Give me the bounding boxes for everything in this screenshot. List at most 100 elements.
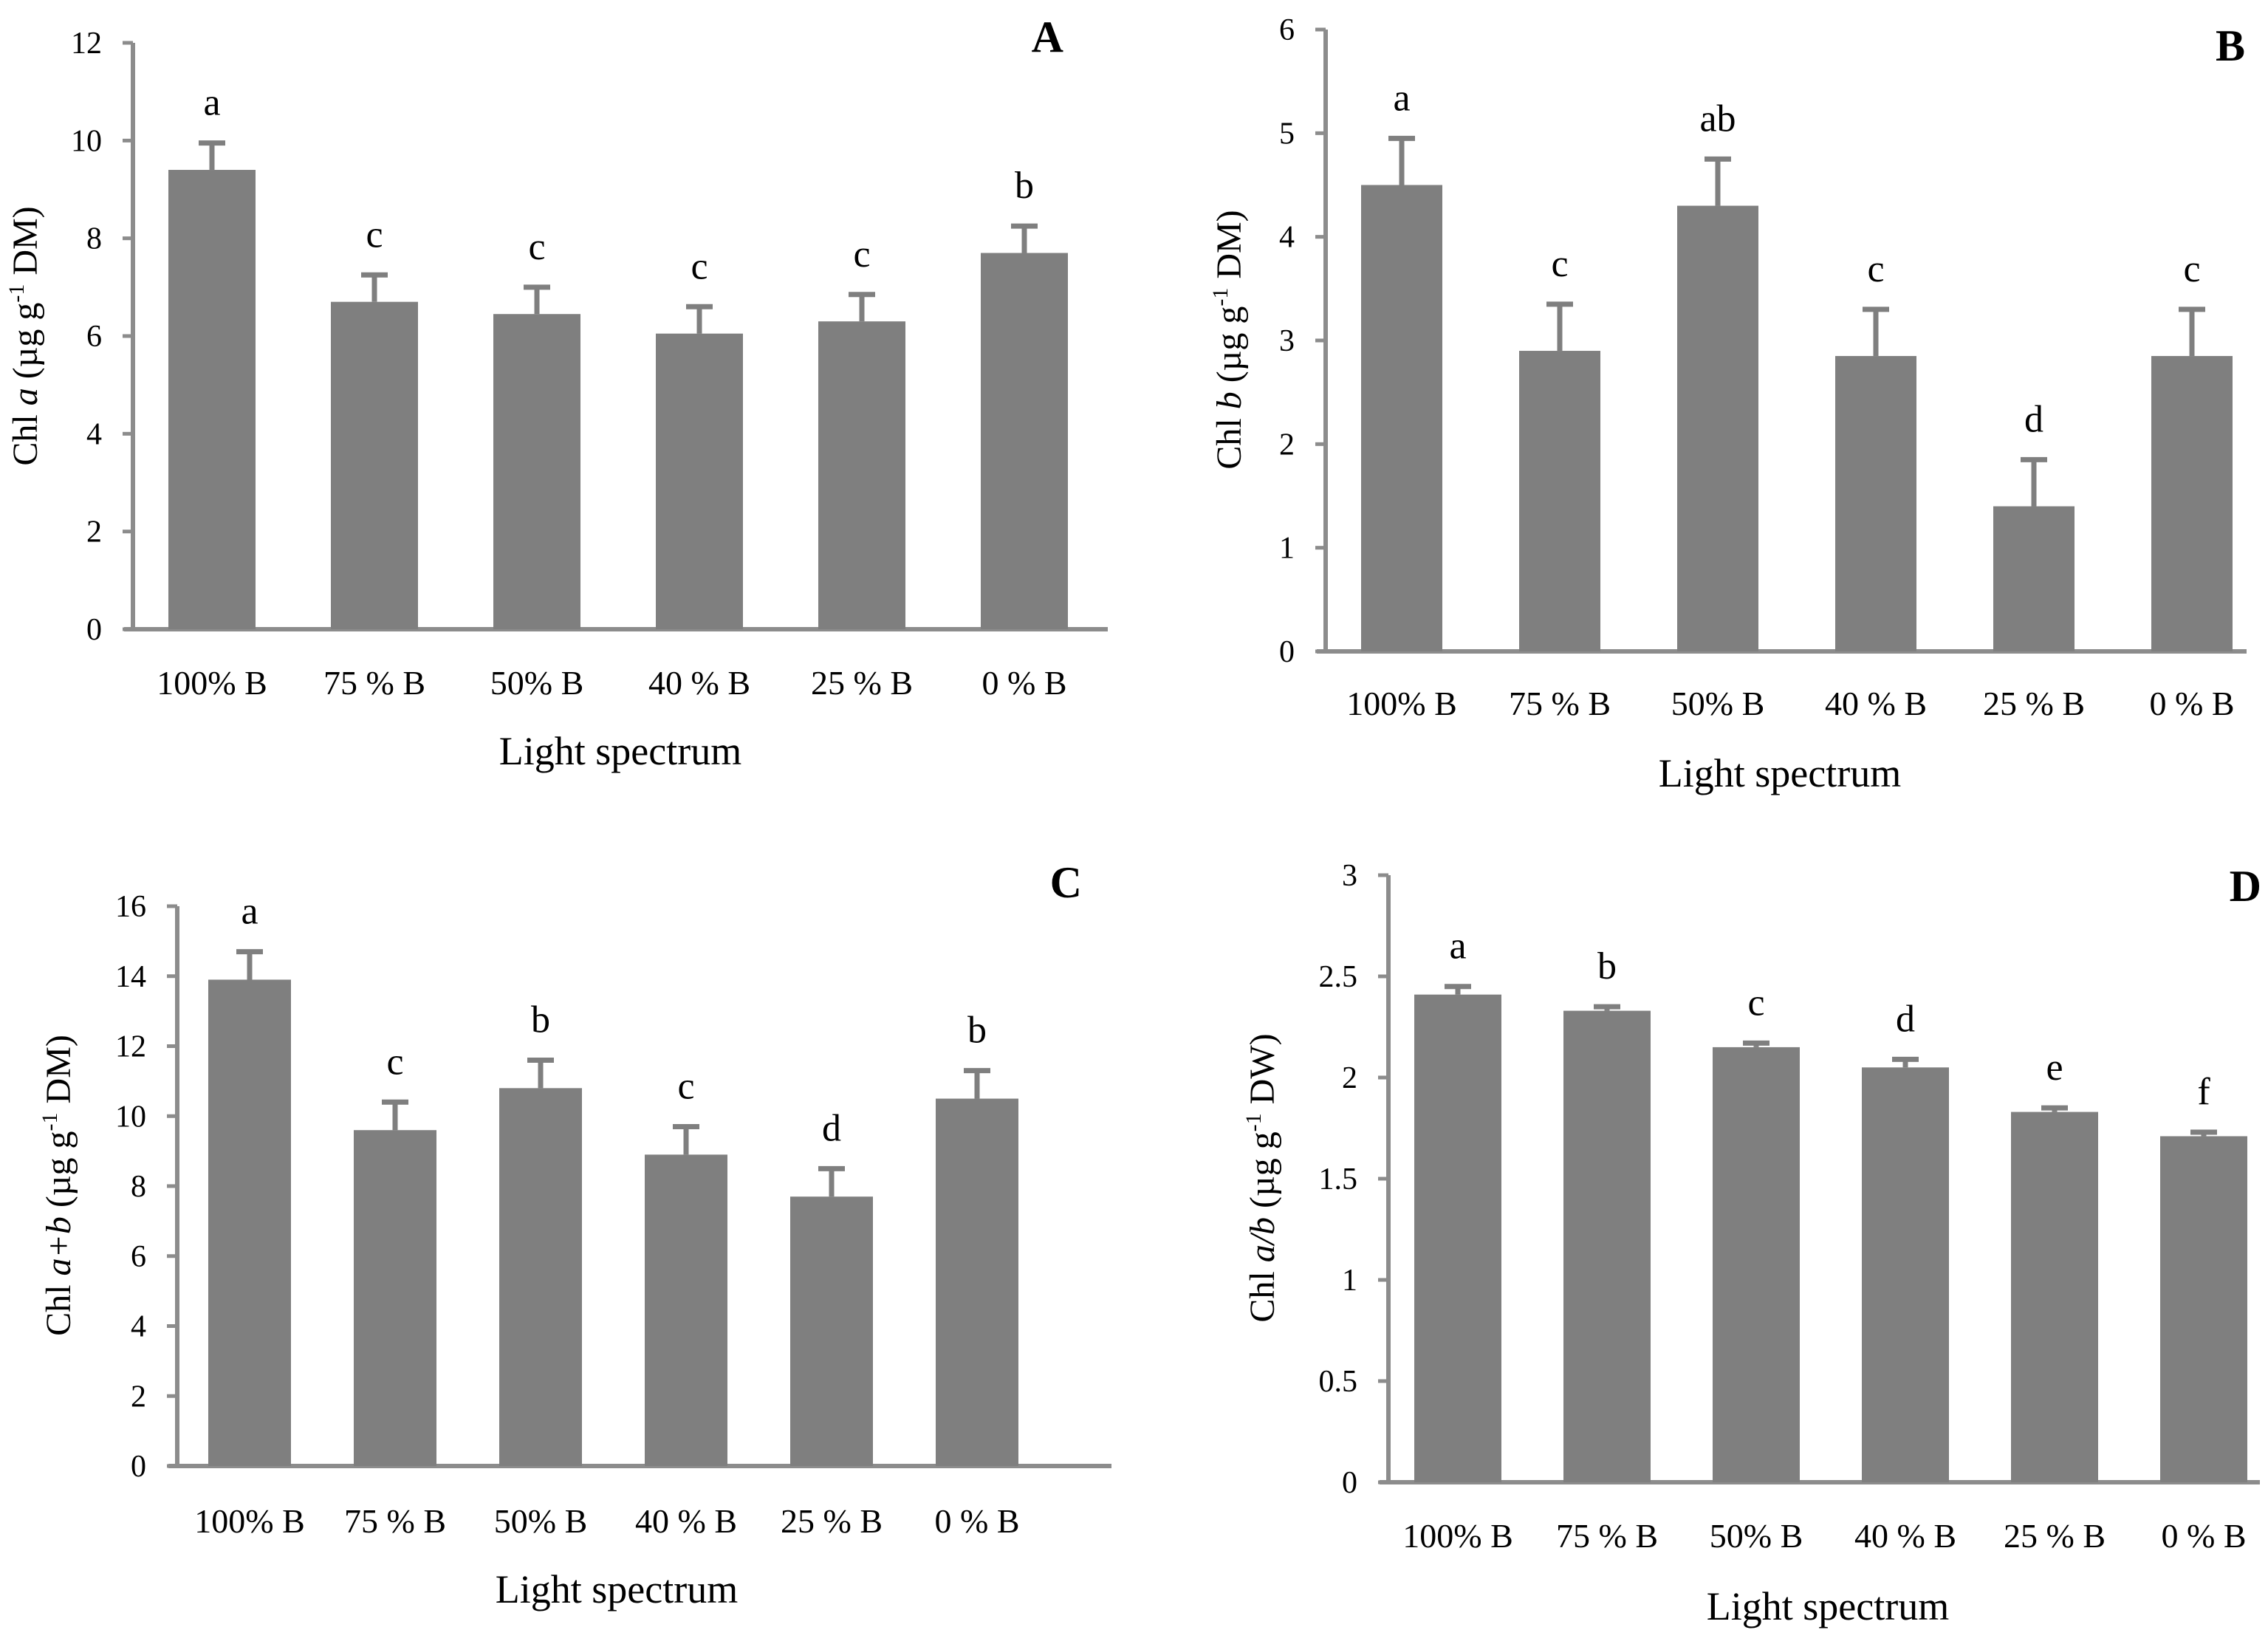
category-label: 50% B — [494, 1502, 588, 1540]
category-label: 100% B — [1346, 685, 1457, 722]
category-label: 25 % B — [1983, 685, 2085, 722]
significance-letter: c — [691, 245, 708, 287]
bar — [208, 979, 291, 1466]
y-tick-label: 1.5 — [1319, 1162, 1358, 1196]
y-tick-label: 4 — [131, 1310, 146, 1344]
category-label: 0 % B — [935, 1502, 1020, 1540]
significance-letter: c — [1551, 243, 1568, 285]
bar — [1993, 506, 2075, 651]
significance-letter: c — [1747, 982, 1764, 1024]
y-axis-title-unit-end: DM) — [39, 1035, 78, 1112]
y-tick-label: 8 — [86, 222, 102, 256]
category-label: 100% B — [157, 664, 267, 702]
significance-letter: a — [1393, 77, 1410, 119]
chart-panel-c: 0 2 4 6 8 10 12 14 16 a 100% B c 75 % B b 50% B c 40 % B… — [38, 858, 1111, 1612]
significance-letter: d — [822, 1107, 841, 1149]
category-label: 75 % B — [323, 664, 425, 702]
category-label: 40 % B — [1825, 685, 1927, 722]
category-label: 50% B — [1710, 1517, 1803, 1555]
x-axis-title: Light spectrum — [499, 729, 741, 773]
panel-letter: A — [1032, 13, 1063, 61]
category-label: 0 % B — [2150, 685, 2235, 722]
y-tick-label: 2.5 — [1319, 960, 1358, 994]
y-tick-label: 0.5 — [1319, 1365, 1358, 1399]
category-label: 0 % B — [2162, 1517, 2247, 1555]
category-label: 100% B — [1402, 1517, 1513, 1555]
category-label: 0 % B — [982, 664, 1067, 702]
y-tick-label: 2 — [1279, 428, 1295, 462]
y-tick-label: 4 — [86, 417, 102, 451]
y-tick-label: 2 — [131, 1380, 146, 1414]
y-tick-label: 5 — [1279, 117, 1295, 151]
significance-letter: c — [528, 226, 545, 268]
panel-letter: B — [2216, 21, 2245, 70]
category-label: 40 % B — [648, 664, 750, 702]
bar — [499, 1088, 582, 1466]
bar — [1862, 1067, 1949, 1482]
y-axis-title-superscript: -1 — [1208, 288, 1233, 306]
bar — [331, 301, 418, 629]
bar — [981, 253, 1068, 629]
bar — [1677, 205, 1758, 652]
y-tick-label: 12 — [115, 1030, 146, 1064]
x-axis-title: Light spectrum — [1659, 751, 1901, 795]
y-tick-label: 0 — [1342, 1466, 1357, 1500]
y-tick-label: 1 — [1342, 1264, 1357, 1298]
y-tick-label: 0 — [86, 613, 102, 647]
y-tick-label: 10 — [115, 1100, 146, 1134]
category-label: 25 % B — [781, 1502, 883, 1540]
y-axis-title-unit: (µg g — [39, 1131, 78, 1216]
category-label: 75 % B — [344, 1502, 446, 1540]
y-axis-title-unit: (µg g — [6, 303, 45, 388]
y-tick-label: 6 — [131, 1240, 146, 1274]
y-tick-label: 2 — [1342, 1061, 1357, 1095]
y-tick-label: 4 — [1279, 221, 1295, 255]
y-axis-title-italic: b — [1210, 391, 1249, 409]
y-tick-label: 16 — [115, 890, 146, 924]
y-tick-label: 2 — [86, 516, 102, 549]
y-tick-label: 3 — [1342, 859, 1357, 893]
panel-letter: C — [1050, 858, 1082, 907]
category-label: 100% B — [194, 1502, 305, 1540]
bar — [790, 1196, 873, 1466]
significance-letter: b — [1597, 945, 1617, 987]
category-label: 75 % B — [1556, 1517, 1658, 1555]
y-axis-title-prefix: Chl — [6, 405, 45, 465]
bar — [1563, 1010, 1651, 1482]
significance-letter: c — [1867, 248, 1884, 290]
category-label: 50% B — [490, 664, 584, 702]
bar — [1361, 185, 1442, 651]
y-tick-label: 1 — [1279, 532, 1295, 566]
y-tick-label: 0 — [1279, 635, 1295, 669]
y-axis-title: Chl b (µg g-1 DM) — [1208, 210, 1249, 469]
category-label: 40 % B — [1854, 1517, 1956, 1555]
significance-letter: d — [1896, 998, 1915, 1040]
significance-letter: c — [2183, 248, 2200, 290]
y-axis-title-unit-end: DM) — [6, 206, 45, 284]
bar — [2151, 356, 2233, 651]
chart-panel-d: 0 0.5 1 1.5 2 2.5 3 a 100% B b 75 % B c 50% B d 40 % B… — [1241, 859, 2261, 1628]
category-label: 25 % B — [811, 664, 913, 702]
significance-letter: b — [1015, 165, 1034, 207]
significance-letter: f — [2197, 1071, 2210, 1113]
chart-panel-a: 0 2 4 6 8 10 12 a 100% B c 75 % B c 50% B c 40 % B c 25 … — [4, 13, 1108, 773]
category-label: 50% B — [1671, 685, 1765, 722]
bar — [2160, 1136, 2247, 1482]
y-axis-title-unit-end: DW) — [1243, 1033, 1282, 1113]
y-axis-title-italic: a+b — [39, 1216, 78, 1275]
x-axis-title: Light spectrum — [1707, 1584, 1949, 1628]
y-tick-label: 12 — [71, 27, 102, 61]
category-label: 40 % B — [635, 1502, 737, 1540]
bar — [168, 170, 256, 630]
y-tick-label: 3 — [1279, 324, 1295, 358]
bar — [2011, 1112, 2098, 1482]
significance-letter: c — [677, 1065, 694, 1107]
y-tick-label: 0 — [131, 1450, 146, 1484]
y-axis-title-superscript: -1 — [1241, 1113, 1266, 1131]
bar — [1414, 994, 1501, 1482]
y-axis-title: Chl a+b (µg g-1 DM) — [38, 1035, 78, 1336]
significance-letter: a — [1449, 925, 1466, 967]
chart-panel-b: 0 1 2 3 4 5 6 a 100% B c 75 % B ab 50% B c 40 % B d 25 %… — [1208, 13, 2247, 795]
bar — [1835, 356, 1916, 651]
